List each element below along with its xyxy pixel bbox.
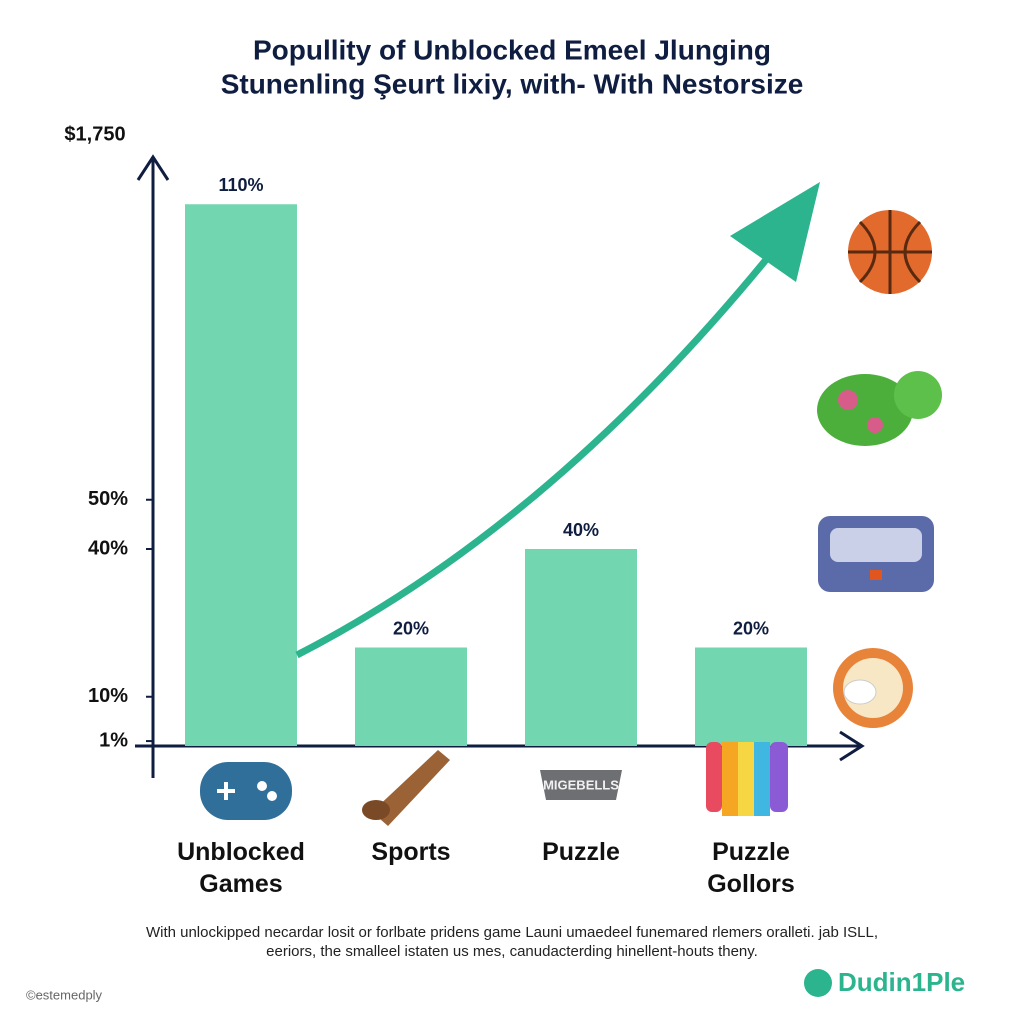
badge-text: MIGEBELLS — [543, 777, 619, 792]
bar — [355, 647, 467, 746]
x-tick-label: Puzzle — [542, 838, 620, 866]
bat — [372, 750, 450, 826]
basketball-lines — [848, 210, 932, 294]
creature-head — [894, 371, 942, 419]
trend-arrow — [295, 227, 793, 659]
y-tick-label: 50% — [88, 488, 128, 510]
gamepad-button — [257, 781, 267, 791]
y-tick-label: 1% — [99, 729, 128, 751]
gamepad-dpad — [217, 782, 235, 800]
creature-spot — [867, 417, 883, 433]
credit: ©estemedply — [26, 987, 103, 1002]
value-label: 110% — [218, 175, 263, 195]
gamepad-button — [267, 791, 277, 801]
bar — [185, 204, 297, 746]
brand-logo — [804, 969, 832, 997]
y-tick-label: 40% — [88, 537, 128, 559]
bar — [525, 549, 637, 746]
rainbow — [706, 742, 788, 816]
icons — [817, 210, 942, 728]
disc-egg — [843, 679, 877, 705]
creature-spot — [838, 390, 858, 410]
brand: Dudin1Ple — [838, 967, 965, 997]
gamepad — [200, 762, 292, 820]
trend-arrowhead — [730, 182, 820, 282]
console-light — [870, 570, 882, 580]
footnote: eeriors, the smalleel istaten us mes, ca… — [266, 943, 758, 960]
x-tick-label: Puzzle Gollors — [707, 838, 795, 898]
chart-title: Popullity of Unblocked Emeel Jlunging — [253, 34, 771, 65]
bat-knob — [362, 800, 390, 820]
y-tick-label: 10% — [88, 685, 128, 707]
category-icons — [200, 742, 788, 826]
chart-subtitle: Stunenling Şeurt lixiy, with- With Nest… — [221, 68, 804, 99]
value-label: 20% — [733, 618, 769, 638]
value-label: 40% — [563, 520, 599, 540]
x-arrow — [839, 730, 865, 762]
y-arrow — [136, 154, 170, 181]
console-panel — [830, 528, 922, 562]
footnote: With unlockipped necardar losit or forlb… — [145, 924, 879, 941]
x-tick-label: Sports — [371, 838, 451, 866]
x-tick-label: Unblocked Games — [177, 838, 305, 898]
creature — [817, 374, 913, 446]
value-label: 20% — [393, 618, 429, 638]
y-axis-label: $1,750 — [64, 123, 125, 145]
bar — [695, 647, 807, 746]
badge — [540, 770, 622, 800]
